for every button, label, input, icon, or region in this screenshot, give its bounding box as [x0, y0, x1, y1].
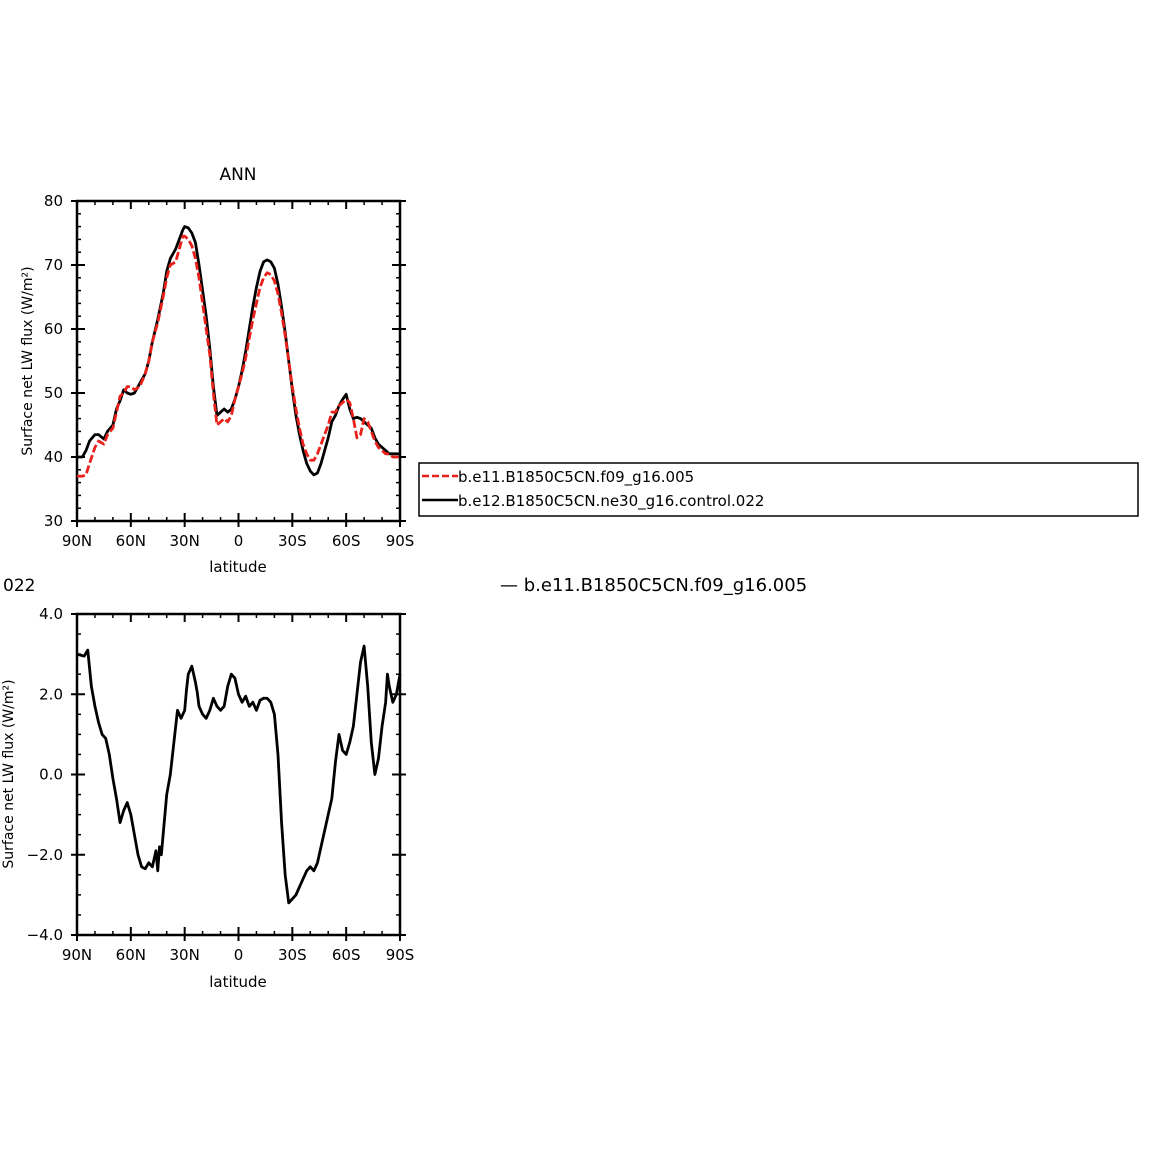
x-tick-label: 60S [332, 946, 361, 964]
y-tick-label: −2.0 [27, 846, 63, 864]
x-axis-label: latitude [209, 558, 267, 576]
y-tick-label: 4.0 [39, 605, 63, 623]
legend: b.e11.B1850C5CN.f09_g16.005 b.e12.B1850C… [418, 462, 1139, 517]
y-tick-label: 50 [44, 384, 63, 402]
x-tick-label: 0 [234, 946, 244, 964]
clipped-legend-fragment: — b.e11.B1850C5CN.f09_g16.005 [500, 575, 807, 596]
x-tick-label: 30S [278, 946, 307, 964]
series-line-control [76, 644, 402, 905]
top-plot-area: 90N 60N 30N 0 30S 60S 90S 80 70 60 50 40 30 [44, 192, 414, 550]
x-tick-label: 90S [386, 532, 415, 550]
x-tick-label: 30S [278, 532, 307, 550]
y-tick-label: 70 [44, 256, 63, 274]
bottom-plot-area: 90N 60N 30N 0 30S 60S 90S 4.0 2.0 0.0 −2.0 −4.0 [27, 605, 415, 964]
x-tick-label: 90S [386, 946, 415, 964]
y-tick-label: 0.0 [39, 766, 63, 784]
y-axis-label: Surface net LW flux (W/m²) [20, 266, 36, 455]
y-tick-label: 40 [44, 448, 63, 466]
y-axis-label-bottom: Surface net LW flux (W/m²) [1, 679, 17, 868]
top-chart-panel: ANN 90N 60N 30N 0 30S 60S 90S 80 70 60 50 40 30 Surf… [20, 165, 414, 576]
y-tick-label: 80 [44, 192, 63, 210]
x-tick-label: 0 [234, 532, 244, 550]
x-tick-label: 60N [116, 946, 146, 964]
x-tick-label: 90N [62, 532, 92, 550]
plot-frame [75, 199, 402, 523]
y-tick-label: 2.0 [39, 685, 63, 703]
series-line-control [77, 225, 400, 477]
x-tick-label: 90N [62, 946, 92, 964]
x-tick-label: 60S [332, 532, 361, 550]
chart-title: ANN [219, 165, 256, 185]
x-tick-label: 60N [116, 532, 146, 550]
x-tick-label: 30N [170, 946, 200, 964]
y-tick-label: −4.0 [27, 926, 63, 944]
series-line-case [77, 234, 400, 478]
clipped-label-fragment: 022 [3, 576, 35, 596]
legend-label-control: b.e12.B1850C5CN.ne30_g16.control.022 [458, 492, 764, 511]
y-tick-label: 30 [44, 512, 63, 530]
x-tick-label: 30N [170, 532, 200, 550]
legend-box [418, 462, 1139, 517]
bottom-chart-panel: 90N 60N 30N 0 30S 60S 90S 4.0 2.0 0.0 −2.0 −4.0 Sur… [1, 605, 414, 991]
plot-frame [75, 612, 402, 937]
legend-label-case: b.e11.B1850C5CN.f09_g16.005 [458, 468, 694, 487]
y-tick-label: 60 [44, 320, 63, 338]
x-axis-label-bottom: latitude [209, 973, 267, 991]
